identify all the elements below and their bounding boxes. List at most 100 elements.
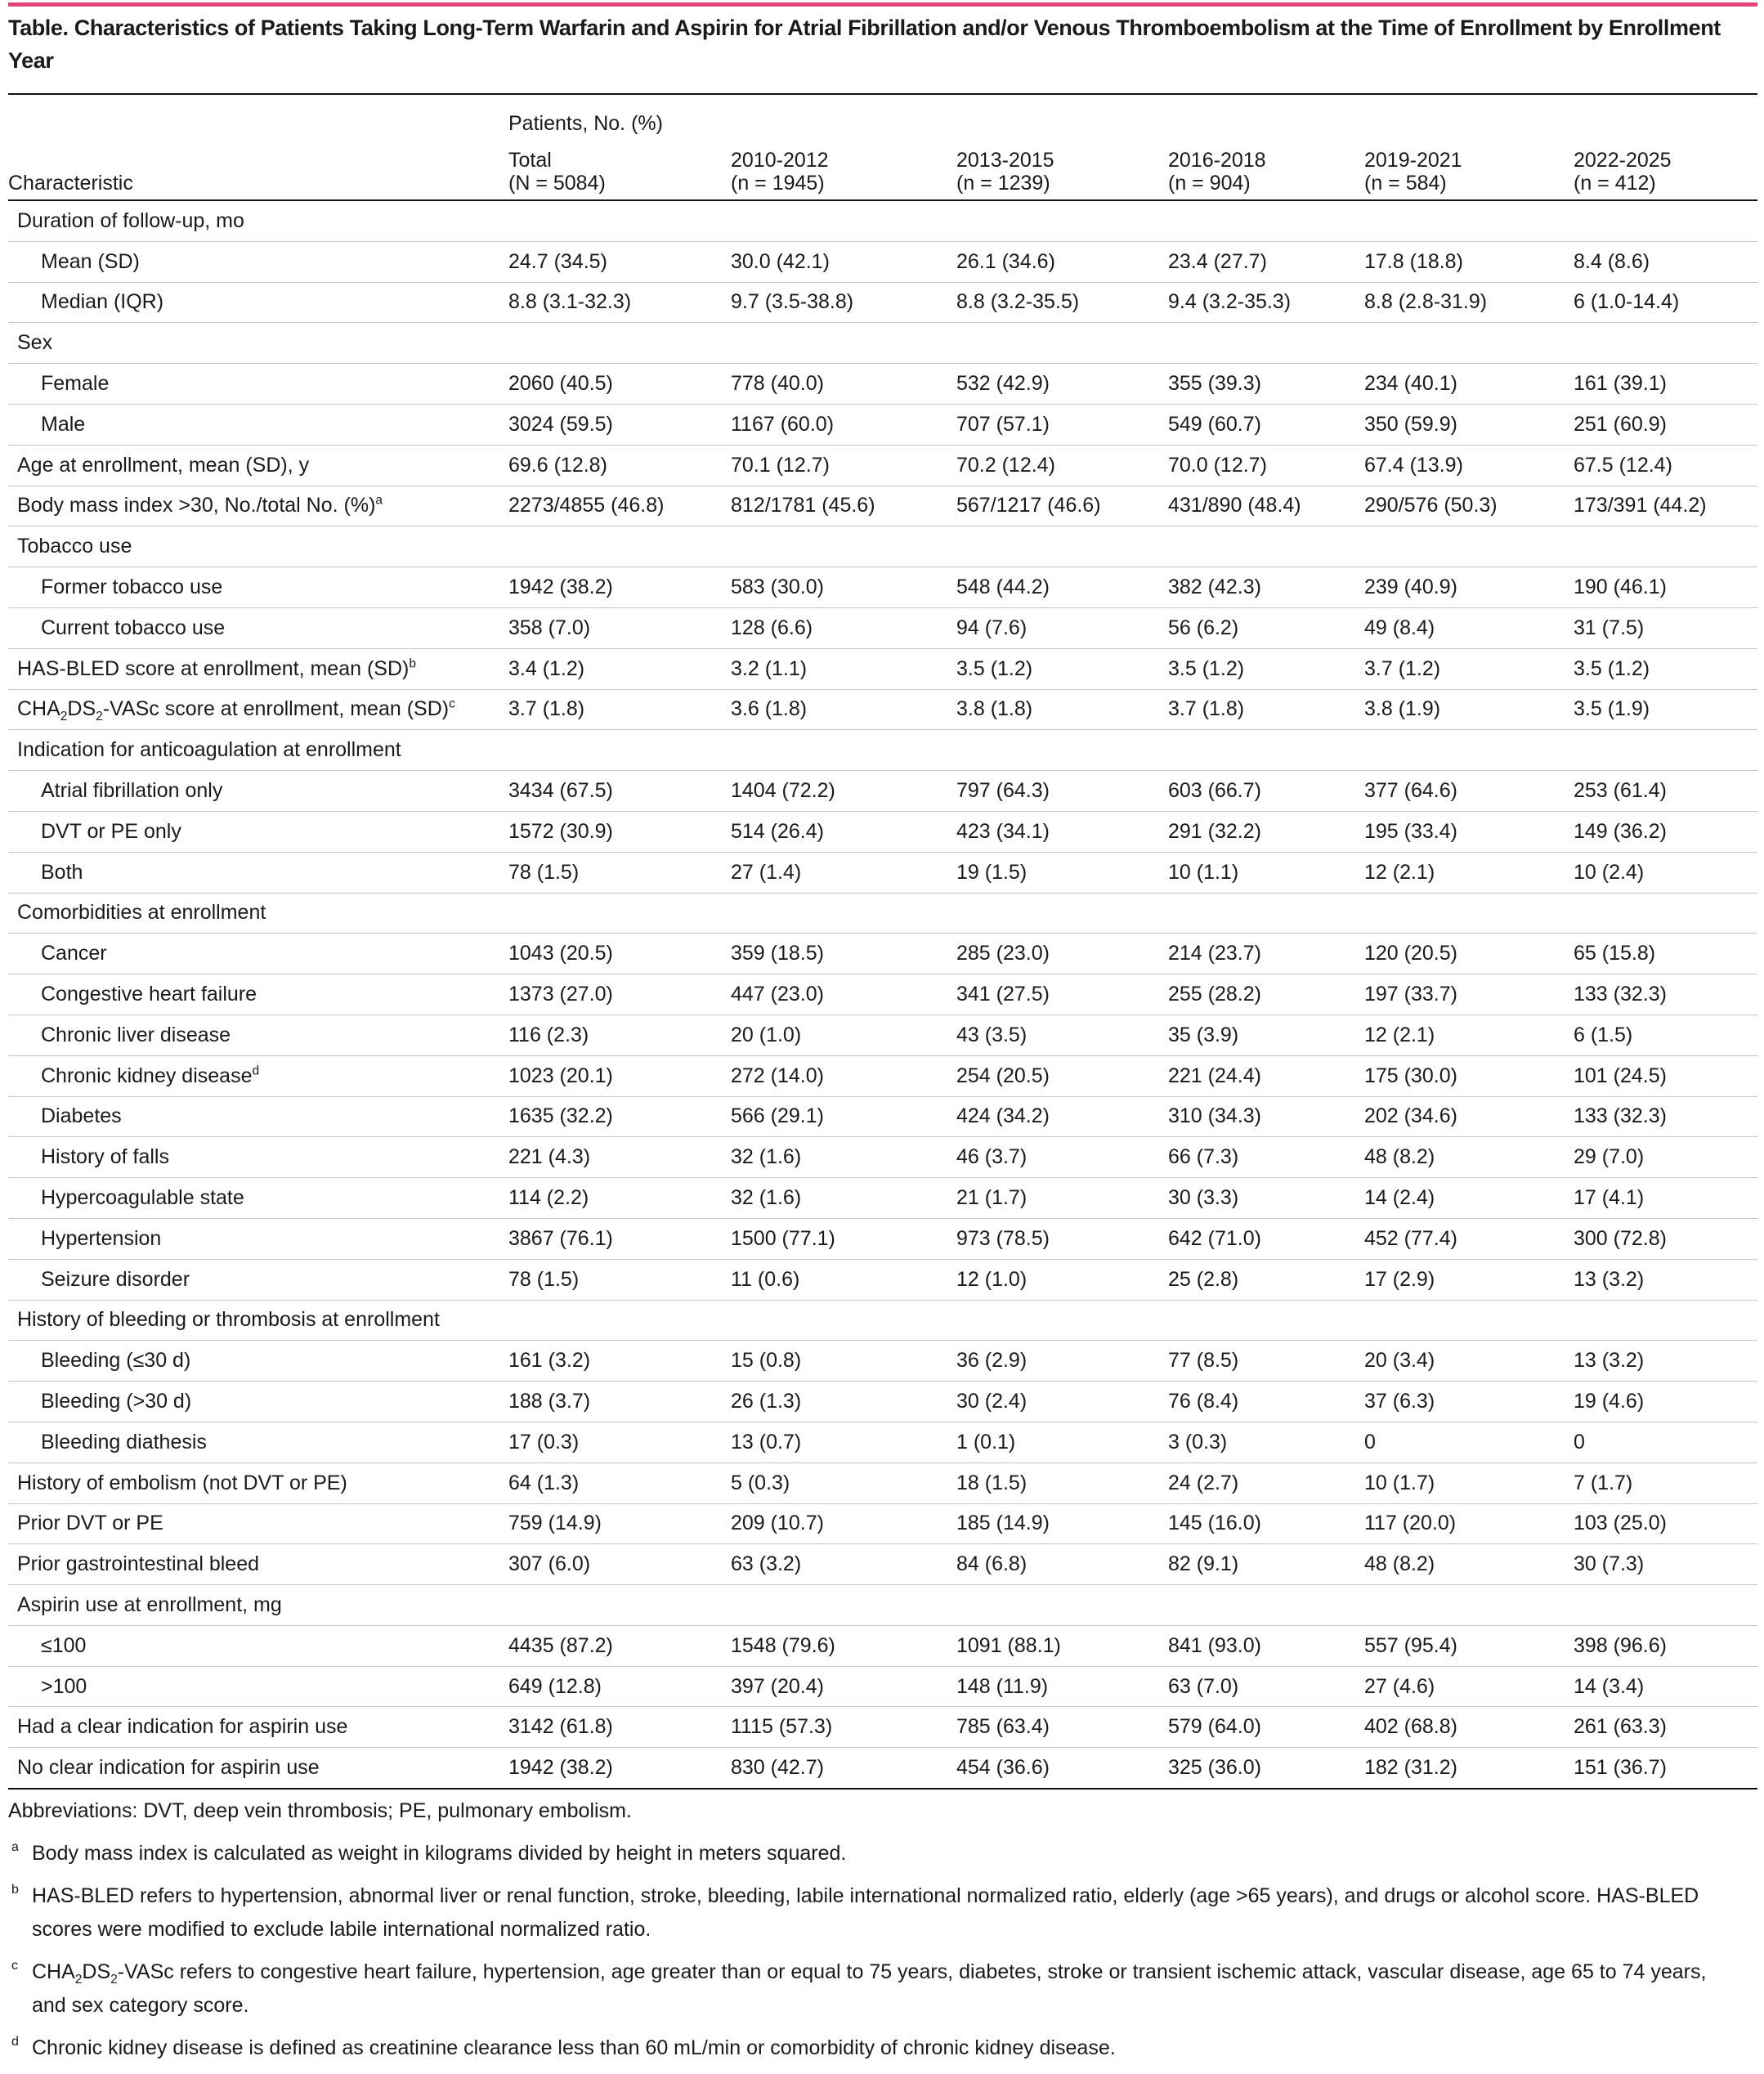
cell: 27 (4.6) bbox=[1364, 1674, 1435, 1698]
row-label: No clear indication for aspirin use bbox=[8, 1748, 508, 1789]
data-row: Atrial fibrillation only 3434 (67.5) 1404 … bbox=[8, 770, 1758, 812]
cell: 1043 (20.5) bbox=[508, 942, 613, 965]
cell: 30.0 (42.1) bbox=[731, 249, 830, 273]
cell: 3.8 (1.8) bbox=[956, 697, 1033, 721]
cell: 454 (36.6) bbox=[956, 1756, 1050, 1780]
cell: 3.8 (1.9) bbox=[1364, 697, 1441, 721]
data-row: Hypertension 3867 (76.1) 1500 (77.1) 973 (7… bbox=[8, 1218, 1758, 1259]
cell: 841 (93.0) bbox=[1168, 1633, 1261, 1657]
cell: 120 (20.5) bbox=[1364, 942, 1457, 965]
footnote: a Body mass index is calculated as weight… bbox=[8, 1837, 1725, 1870]
superscript: d bbox=[252, 1064, 260, 1078]
cell: 253 (61.4) bbox=[1574, 779, 1667, 803]
cell: 3.5 (1.2) bbox=[956, 656, 1033, 680]
data-row: Male 3024 (59.5) 1167 (60.0) 707 (57.1) 549 … bbox=[8, 404, 1758, 445]
cell: 7 (1.7) bbox=[1574, 1471, 1633, 1494]
row-label: Tobacco use bbox=[8, 526, 1757, 567]
cell: 48 (8.2) bbox=[1364, 1145, 1435, 1169]
cell: 94 (7.6) bbox=[956, 616, 1028, 639]
section-row: Comorbidities at enrollment bbox=[8, 893, 1758, 934]
row-label: Age at enrollment, mean (SD), y bbox=[8, 445, 508, 486]
cell: 17 (2.9) bbox=[1364, 1267, 1435, 1291]
cell: 10 (1.1) bbox=[1168, 860, 1239, 884]
text-run: Male bbox=[41, 412, 86, 436]
cell: 423 (34.1) bbox=[956, 819, 1050, 843]
cell: 77 (8.5) bbox=[1168, 1349, 1239, 1373]
cell: 3142 (61.8) bbox=[508, 1715, 613, 1739]
cell: 1373 (27.0) bbox=[508, 983, 613, 1006]
text-run: Chronic kidney disease is defined as cre… bbox=[32, 2036, 1116, 2059]
cell: 63 (3.2) bbox=[731, 1552, 802, 1576]
data-row: Chronic liver disease 116 (2.3) 20 (1.0) 43… bbox=[8, 1015, 1758, 1055]
cell: 0 bbox=[1574, 1430, 1585, 1454]
cell: 973 (78.5) bbox=[956, 1226, 1050, 1250]
cell: 18 (1.5) bbox=[956, 1471, 1028, 1494]
row-label: Seizure disorder bbox=[8, 1259, 508, 1300]
row-label: Both bbox=[8, 852, 508, 893]
cell: 1091 (88.1) bbox=[956, 1633, 1061, 1657]
cell: 398 (96.6) bbox=[1574, 1633, 1667, 1657]
footnote: c CHA2DS2-VASc refers to congestive heart… bbox=[8, 1955, 1725, 2022]
section-row: Duration of follow-up, mo bbox=[8, 200, 1757, 241]
cell: 56 (6.2) bbox=[1168, 616, 1239, 639]
cell: 1115 (57.3) bbox=[731, 1715, 833, 1739]
cell: 221 (4.3) bbox=[508, 1145, 591, 1169]
row-label: Current tobacco use bbox=[8, 607, 508, 648]
text-run: DS bbox=[82, 1960, 111, 1983]
text-run: Prior gastrointestinal bleed bbox=[17, 1552, 259, 1576]
cell: 4435 (87.2) bbox=[508, 1633, 613, 1657]
data-row: Chronic kidney diseased 1023 (20.1) 272 (1… bbox=[8, 1055, 1758, 1096]
data-row: Bleeding diathesis 17 (0.3) 13 (0.7) 1 (0.1… bbox=[8, 1422, 1758, 1463]
cell: 63 (7.0) bbox=[1168, 1674, 1239, 1698]
text-run: Chronic kidney disease bbox=[41, 1064, 253, 1087]
column-header-row: Characteristic Total (N = 5084) 2010-2012 (n… bbox=[8, 137, 1758, 201]
cell: 424 (34.2) bbox=[956, 1104, 1050, 1128]
cell: 239 (40.9) bbox=[1364, 576, 1457, 599]
data-row: Median (IQR) 8.8 (3.1-32.3) 9.7 (3.5-38.8)… bbox=[8, 282, 1758, 323]
cell: 431/890 (48.4) bbox=[1168, 494, 1301, 517]
subscript: 2 bbox=[74, 1973, 83, 1987]
cell: 642 (71.0) bbox=[1168, 1226, 1261, 1250]
text-run: Atrial fibrillation only bbox=[41, 779, 223, 803]
cell: 255 (28.2) bbox=[1168, 983, 1261, 1006]
cell: 812/1781 (45.6) bbox=[731, 494, 875, 517]
cell: 19 (1.5) bbox=[956, 860, 1028, 884]
data-row: CHA2DS2-VASc score at enrollment, mean (… bbox=[8, 689, 1758, 730]
cell: 8.8 (3.2-35.5) bbox=[956, 290, 1080, 314]
footnote-mark: c bbox=[11, 1959, 18, 1973]
data-row: Congestive heart failure 1373 (27.0) 447 (… bbox=[8, 974, 1758, 1015]
cell: 377 (64.6) bbox=[1364, 779, 1457, 803]
row-label: Duration of follow-up, mo bbox=[8, 200, 1757, 241]
cell: 3 (0.3) bbox=[1168, 1430, 1228, 1454]
cell: 30 (2.4) bbox=[956, 1390, 1028, 1413]
column-header: Total (N = 5084) bbox=[508, 137, 731, 201]
data-row: Bleeding (>30 d) 188 (3.7) 26 (1.3) 30 (2.4… bbox=[8, 1381, 1758, 1422]
cell: 185 (14.9) bbox=[956, 1512, 1050, 1535]
cell: 209 (10.7) bbox=[731, 1512, 824, 1535]
text-run: Diabetes bbox=[41, 1104, 122, 1128]
cell: 1572 (30.9) bbox=[508, 819, 613, 843]
data-row: Female 2060 (40.5) 778 (40.0) 532 (42.9) 355… bbox=[8, 363, 1758, 405]
column-header-line: (n = 584) bbox=[1364, 172, 1447, 195]
text-run: No clear indication for aspirin use bbox=[17, 1756, 320, 1780]
row-label: Mean (SD) bbox=[8, 241, 508, 282]
section-row: Tobacco use bbox=[8, 526, 1758, 567]
cell: 19 (4.6) bbox=[1574, 1390, 1645, 1413]
row-label: ≤100 bbox=[8, 1625, 508, 1666]
data-row: Seizure disorder 78 (1.5) 11 (0.6) 12 (1.0)… bbox=[8, 1259, 1758, 1300]
cell: 13 (3.2) bbox=[1574, 1349, 1645, 1373]
text-run: CHA bbox=[32, 1960, 75, 1983]
cell: 583 (30.0) bbox=[731, 576, 824, 599]
data-row: Age at enrollment, mean (SD), y 69.6 (12.… bbox=[8, 445, 1758, 486]
subscript: 2 bbox=[60, 710, 68, 724]
superscript: a bbox=[375, 494, 383, 508]
text-run: Aspirin use at enrollment, mg bbox=[17, 1592, 282, 1616]
cell: 12 (2.1) bbox=[1364, 860, 1435, 884]
cell: 48 (8.2) bbox=[1364, 1552, 1435, 1576]
cell: 291 (32.2) bbox=[1168, 819, 1261, 843]
cell: 84 (6.8) bbox=[956, 1552, 1028, 1576]
cell: 3.7 (1.2) bbox=[1364, 656, 1441, 680]
cell: 1 (0.1) bbox=[956, 1430, 1016, 1454]
column-header-line: 2013-2015 bbox=[956, 149, 1054, 172]
